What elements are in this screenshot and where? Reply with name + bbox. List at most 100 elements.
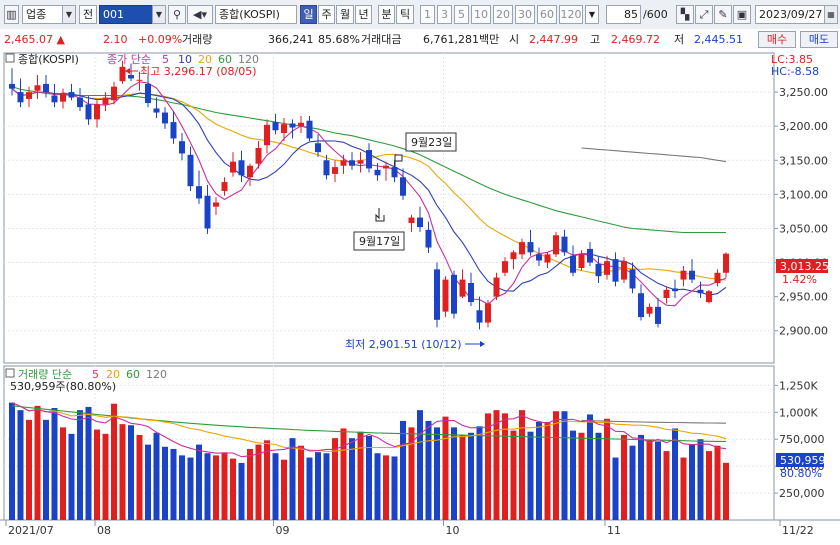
volume-bar	[425, 420, 432, 520]
indicator-icon[interactable]: ⤢	[695, 5, 713, 24]
price-volume-chart[interactable]: 3,250.00 3,200.00 3,150.00 3,100.00 3,050.00…	[0, 50, 840, 542]
period-minute[interactable]: 분	[378, 5, 395, 24]
speaker-icon[interactable]: ◀▾	[187, 5, 213, 24]
volume-bar	[680, 457, 687, 520]
candle-body	[391, 167, 398, 178]
candle-body	[68, 92, 75, 98]
panel-toggle-icon[interactable]	[5, 53, 15, 63]
chart-type-icon[interactable]: ▚	[676, 5, 694, 24]
candle-body	[578, 254, 585, 268]
candle-body	[570, 255, 576, 273]
toolbar: ▥ 업종 ▼ 전 001 ▼ ⚲ ◀▾ 종합(KOSPI) 일 주 월 년 분 …	[0, 0, 840, 30]
interval-dropdown-icon[interactable]: ▼	[585, 5, 599, 24]
volume-bar	[374, 453, 381, 520]
volume-bar	[315, 452, 321, 520]
candle-body	[476, 310, 483, 323]
candle-body	[17, 92, 24, 103]
candle-body	[306, 120, 313, 139]
interval-60[interactable]: 60	[537, 5, 557, 24]
candle-body	[349, 160, 355, 166]
volume-toggle-icon[interactable]	[5, 368, 15, 378]
volume-bar	[459, 434, 466, 520]
ma60-line	[11, 86, 726, 234]
volume-legend-ma5: 5	[92, 368, 99, 381]
prev-button[interactable]: 전	[79, 5, 97, 24]
candle-body	[459, 279, 466, 297]
volume-bar	[17, 410, 24, 520]
date-input[interactable]: 2023/09/27	[755, 5, 825, 24]
sell-button[interactable]: 매도	[800, 31, 838, 48]
interval-10[interactable]: 10	[471, 5, 491, 24]
period-day[interactable]: 일	[300, 5, 317, 24]
low-value: 2,445.51	[694, 33, 743, 46]
candle-body	[272, 122, 279, 131]
code-input[interactable]: 001	[99, 5, 154, 24]
candle-body	[519, 242, 525, 255]
period-year[interactable]: 년	[355, 5, 372, 24]
volume-bar	[357, 431, 364, 520]
interval-30[interactable]: 30	[515, 5, 535, 24]
volume-bar	[527, 431, 534, 520]
period-month[interactable]: 월	[336, 5, 354, 24]
candle-body	[255, 148, 262, 164]
volume-bar	[468, 432, 474, 520]
candle-body	[187, 154, 194, 187]
current-price: 2,465.07 ▲	[4, 33, 65, 46]
candle-body	[26, 92, 32, 99]
lock-icon[interactable]: ▣	[733, 5, 751, 24]
search-icon[interactable]: ⚲	[168, 5, 186, 24]
price-tick-label: 3,050.00	[779, 222, 828, 235]
interval-3[interactable]: 3	[437, 5, 452, 24]
code-dropdown-icon[interactable]: ▼	[152, 5, 166, 24]
market-select[interactable]: 업종	[22, 5, 64, 24]
volume-bar	[408, 427, 415, 520]
volume-bar	[451, 427, 457, 520]
interval-20[interactable]: 20	[493, 5, 513, 24]
interval-5[interactable]: 5	[454, 5, 469, 24]
volume-bar	[60, 427, 66, 520]
volume-bar	[153, 432, 160, 520]
candle-body	[646, 306, 653, 314]
candle-body	[680, 270, 687, 280]
volume-bar	[383, 455, 389, 520]
candle-body	[383, 165, 389, 169]
amount-value: 6,761,281백만	[423, 33, 500, 46]
period-week[interactable]: 주	[318, 5, 335, 24]
volume-ma5-line	[11, 402, 727, 458]
volume-bar	[519, 410, 525, 520]
chart-menu-icon[interactable]: ▥	[4, 5, 19, 24]
volume-bar	[485, 413, 491, 520]
volume-bar	[417, 410, 423, 520]
candle-body	[145, 83, 151, 103]
interval-120[interactable]: 120	[559, 5, 583, 24]
calendar-icon[interactable]: ▦	[824, 5, 838, 24]
interval-1[interactable]: 1	[420, 5, 435, 24]
volume-bar	[349, 438, 355, 520]
last-price-tag	[776, 259, 828, 273]
volume-bar	[612, 457, 619, 520]
tools-icon[interactable]: ✎	[714, 5, 732, 24]
volume-bar	[306, 457, 313, 520]
volume-legend-ma120: 120	[146, 368, 167, 381]
price-tick-label: 2,950.00	[779, 291, 828, 304]
volume-tick-label: 250,000	[779, 487, 825, 500]
low-arrow-head	[480, 341, 485, 347]
candle-body	[179, 141, 185, 154]
volume-bar	[162, 446, 168, 520]
volume-legend-ma60: 60	[126, 368, 140, 381]
candle-body	[587, 248, 593, 263]
volume-bar	[264, 440, 270, 520]
candle-body	[408, 217, 415, 223]
buy-button[interactable]: 매수	[758, 31, 796, 48]
candle-body	[561, 236, 568, 253]
volume-bar	[170, 448, 177, 520]
count-input[interactable]: 85	[606, 5, 641, 24]
period-tick[interactable]: 틱	[396, 5, 414, 24]
volume-bar	[77, 410, 83, 520]
high-annotation: 최고 3,296.17 (08/05)	[140, 65, 257, 78]
chevron-down-icon[interactable]: ▼	[62, 5, 76, 24]
candle-body	[527, 242, 534, 253]
volume-bar	[536, 422, 542, 520]
volume-bar	[94, 429, 100, 520]
low-annotation: 최저 2,901.51 (10/12)	[345, 338, 462, 351]
